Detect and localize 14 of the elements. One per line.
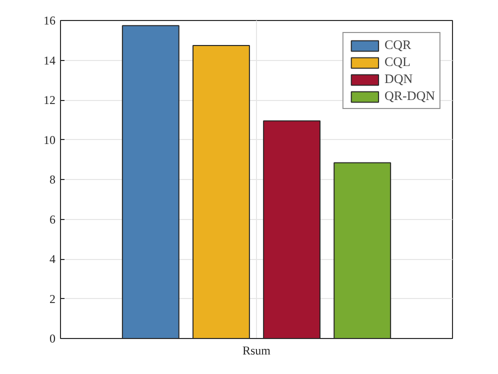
y-tick-label: 16 [44, 14, 56, 28]
y-tick-label: 12 [44, 93, 56, 107]
y-tick-label: 0 [50, 332, 56, 346]
y-tick-label: 2 [50, 292, 56, 306]
x-tick-label: Rsum [242, 344, 272, 358]
y-tick-label: 8 [50, 172, 56, 186]
y-tick-label: 10 [44, 132, 56, 147]
legend-label: QR-DQN [384, 88, 435, 104]
y-tick-label: 14 [44, 53, 56, 68]
y-tick-label: 6 [50, 212, 56, 226]
legend-label: DQN [384, 71, 413, 87]
y-tick-label: 4 [50, 252, 56, 266]
legend-label: CQL [384, 54, 410, 70]
legend-label: CQR [384, 37, 412, 53]
